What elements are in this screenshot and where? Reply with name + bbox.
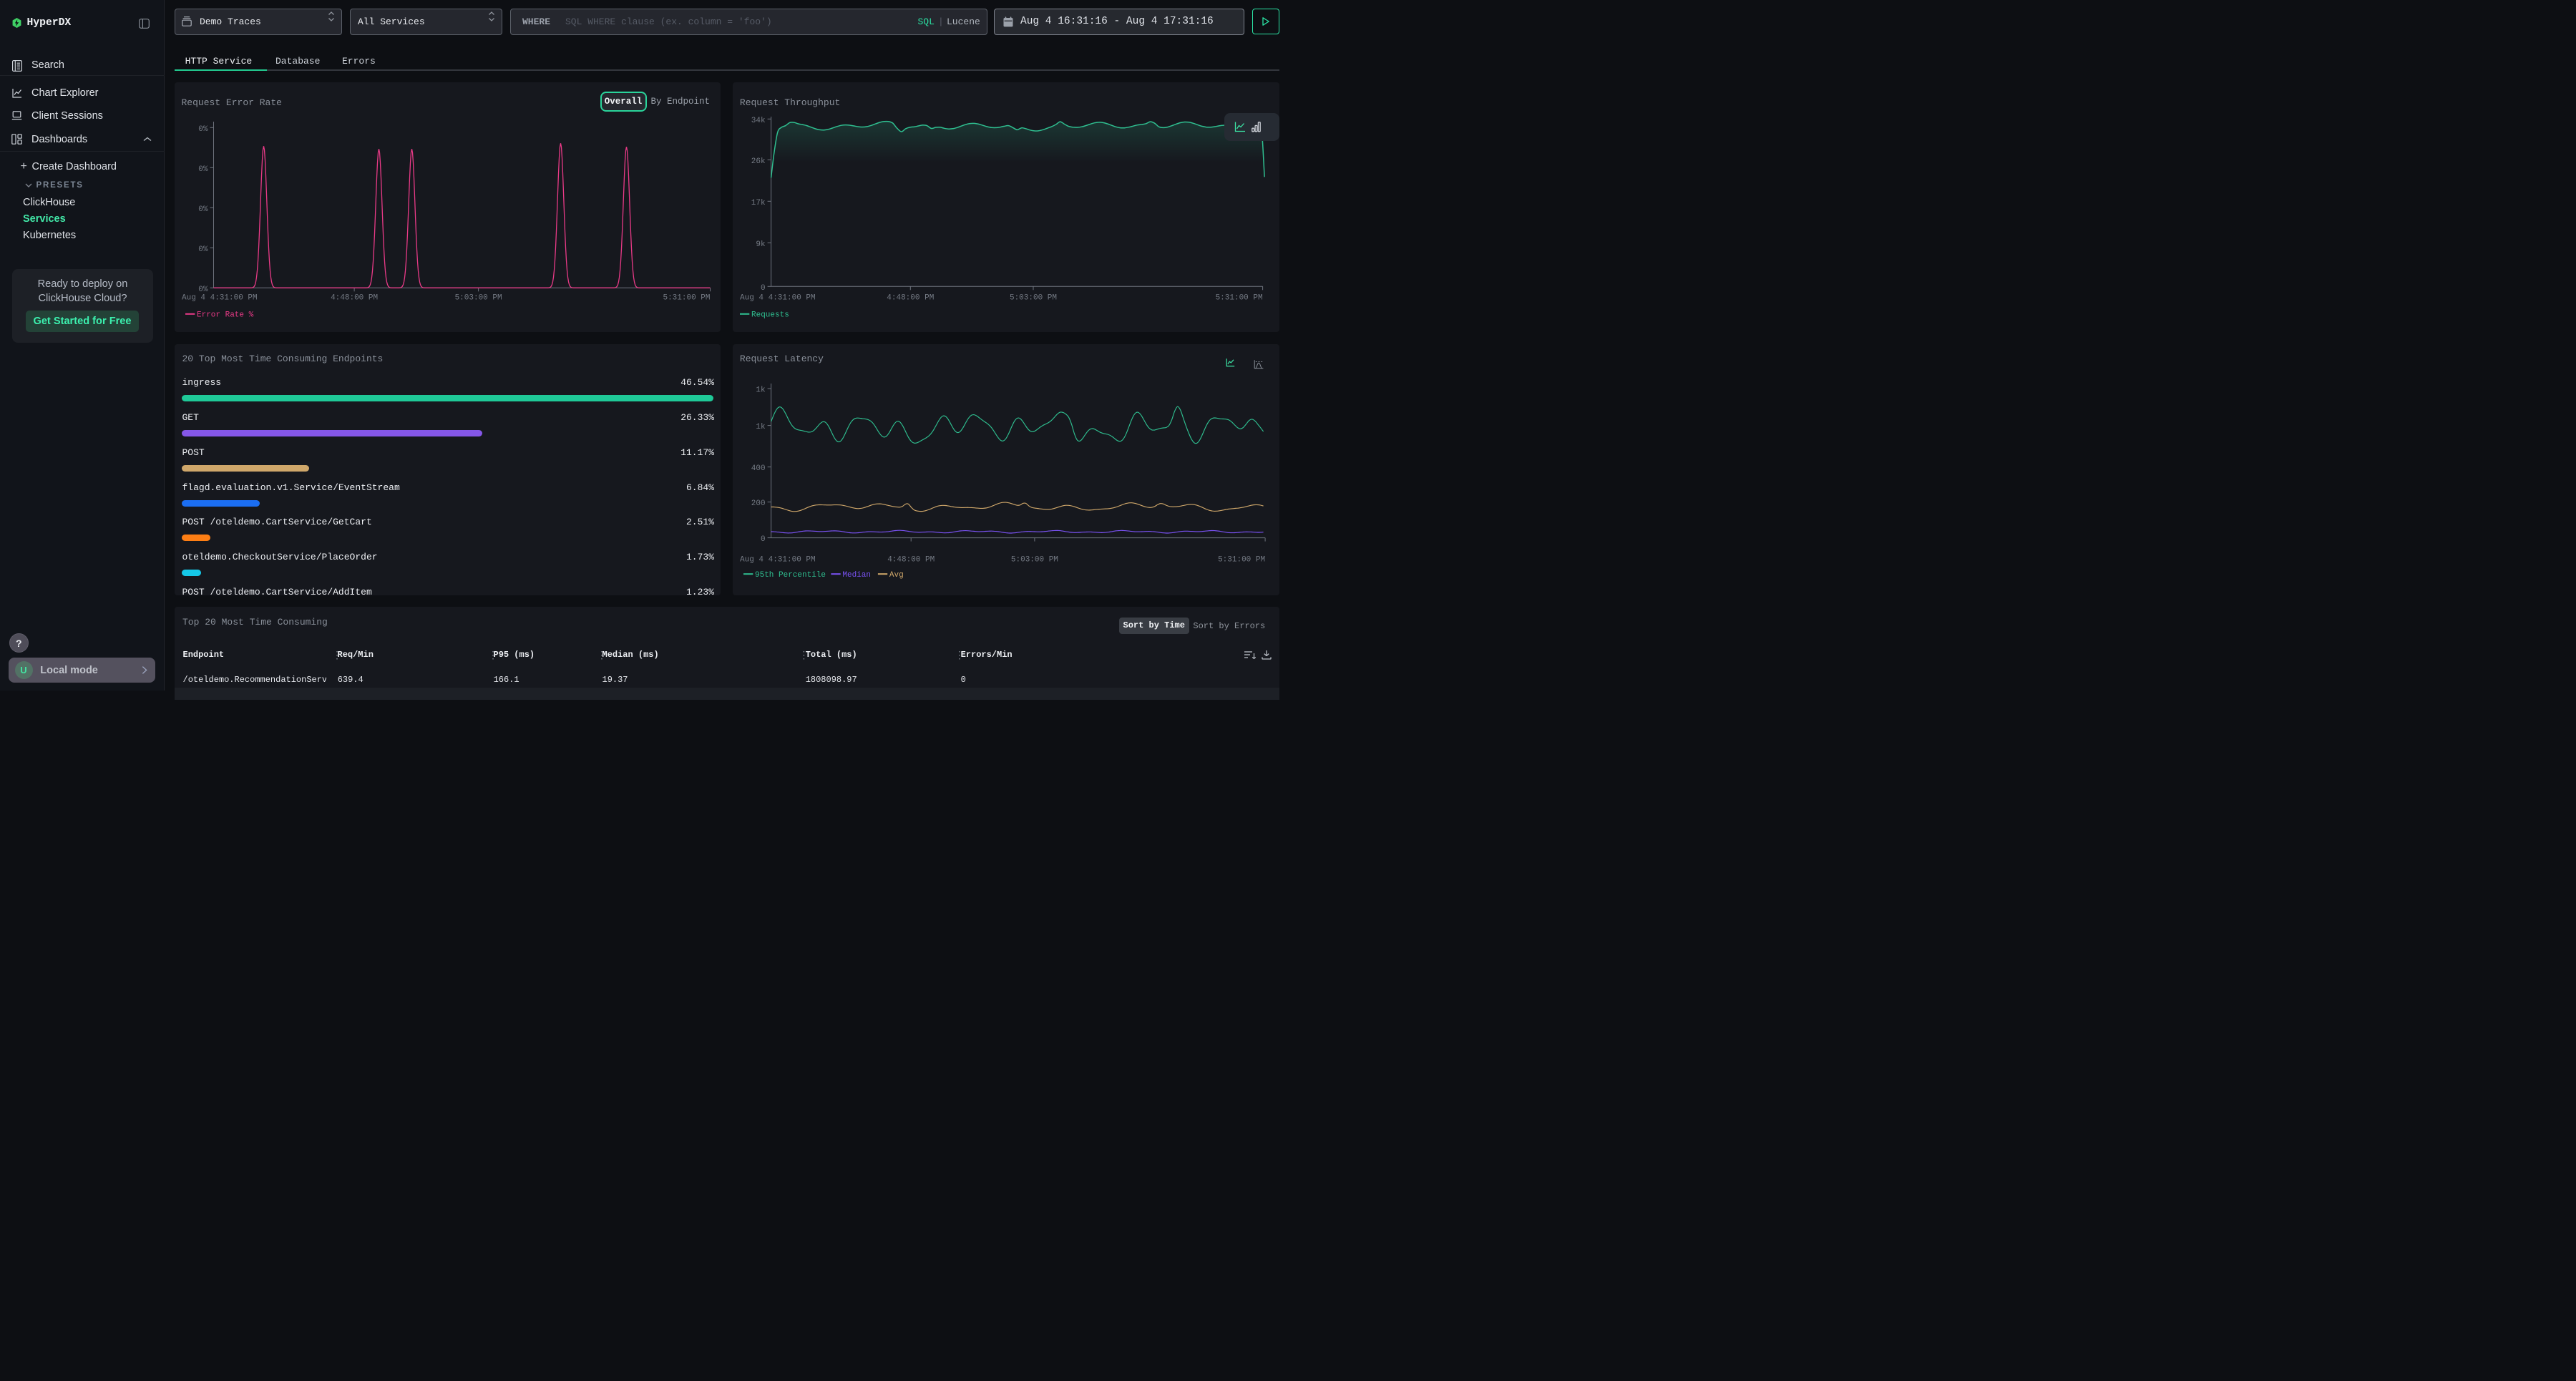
svg-text:0: 0 (761, 535, 766, 544)
svg-text:200: 200 (751, 499, 766, 508)
svg-text:4:48:00 PM: 4:48:00 PM (887, 293, 934, 302)
svg-text:Error Rate %: Error Rate % (197, 311, 254, 319)
svg-text:400: 400 (751, 464, 766, 473)
svg-text:Median: Median (842, 571, 871, 580)
svg-text:5:31:00 PM: 5:31:00 PM (1215, 293, 1262, 302)
svg-text:17k: 17k (751, 198, 766, 207)
svg-text:0%: 0% (198, 125, 208, 133)
svg-text:0%: 0% (198, 165, 208, 173)
svg-text:1k: 1k (756, 423, 766, 431)
svg-text:Aug 4 4:31:00 PM: Aug 4 4:31:00 PM (740, 293, 816, 302)
svg-text:5:03:00 PM: 5:03:00 PM (1010, 293, 1057, 302)
svg-text:Requests: Requests (751, 311, 789, 319)
svg-text:0%: 0% (198, 285, 208, 293)
svg-text:5:03:00 PM: 5:03:00 PM (454, 293, 502, 302)
svg-text:4:48:00 PM: 4:48:00 PM (331, 293, 378, 302)
svg-text:Aug 4 4:31:00 PM: Aug 4 4:31:00 PM (182, 293, 258, 302)
svg-text:34k: 34k (751, 116, 766, 125)
svg-text:4:48:00 PM: 4:48:00 PM (887, 556, 935, 565)
svg-text:5:03:00 PM: 5:03:00 PM (1011, 556, 1058, 565)
svg-text:26k: 26k (751, 157, 766, 165)
svg-text:95th Percentile: 95th Percentile (755, 571, 826, 580)
svg-text:0%: 0% (198, 245, 208, 253)
svg-text:0%: 0% (198, 205, 208, 213)
svg-text:Avg: Avg (889, 571, 904, 580)
svg-text:5:31:00 PM: 5:31:00 PM (663, 293, 710, 302)
svg-text:Aug 4 4:31:00 PM: Aug 4 4:31:00 PM (740, 556, 816, 565)
svg-text:0: 0 (761, 283, 766, 292)
svg-text:9k: 9k (756, 240, 766, 248)
svg-text:5:31:00 PM: 5:31:00 PM (1218, 556, 1265, 565)
svg-text:1k: 1k (756, 386, 766, 395)
